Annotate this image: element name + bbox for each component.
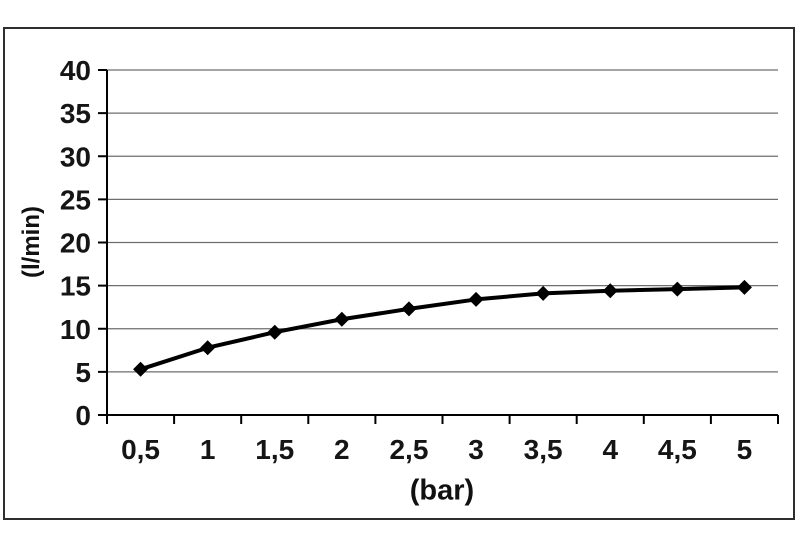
x-axis-title: (bar) xyxy=(409,474,475,507)
x-tick-label: 2 xyxy=(334,434,350,465)
y-tick-label: 30 xyxy=(60,141,91,172)
y-tick-label: 20 xyxy=(60,228,91,259)
chart-frame: 0 5 10 15 20 25 30 35 40 0,5 1 1,5 2 2,5 3 3,5 4 4,5 5 (l/… xyxy=(3,27,795,520)
data-point-marker xyxy=(669,281,685,297)
data-point-marker xyxy=(736,279,752,295)
data-series-line xyxy=(138,285,747,372)
x-tick-label: 4,5 xyxy=(658,434,697,465)
data-point-marker xyxy=(535,285,551,301)
x-tick-label: 5 xyxy=(737,434,753,465)
y-axis-title: (l/min) xyxy=(18,206,45,278)
data-point-marker xyxy=(602,283,618,299)
data-point-marker xyxy=(200,340,216,356)
data-point-marker xyxy=(468,291,484,307)
x-tick-label: 3 xyxy=(468,434,484,465)
data-point-marker xyxy=(401,301,417,317)
x-tick-label: 2,5 xyxy=(389,434,428,465)
y-tick-label: 15 xyxy=(60,271,91,302)
x-tick-label: 4 xyxy=(602,434,618,465)
y-tick-label: 0 xyxy=(75,400,91,431)
data-point-marker xyxy=(334,311,350,327)
y-tick-label: 25 xyxy=(60,184,91,215)
x-tick-label: 0,5 xyxy=(121,434,160,465)
x-tick-label: 1 xyxy=(200,434,216,465)
data-point-marker xyxy=(133,361,149,377)
y-tick-label: 40 xyxy=(60,55,91,86)
y-tick-label: 5 xyxy=(75,357,91,388)
y-tick-label: 35 xyxy=(60,98,91,129)
chart-plot-area: 0 5 10 15 20 25 30 35 40 0,5 1 1,5 2 2,5 3 3,5 4 4,5 5 xyxy=(60,55,779,465)
data-point-marker xyxy=(267,324,283,340)
x-tick-label: 3,5 xyxy=(524,434,563,465)
y-tick-label: 10 xyxy=(60,314,91,345)
x-tick-label: 1,5 xyxy=(255,434,294,465)
